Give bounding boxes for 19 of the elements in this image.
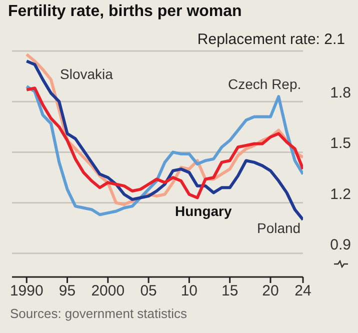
x-tick-label: 2000	[91, 282, 125, 300]
y-tick-label: 1.8	[330, 84, 351, 102]
x-tick-label: 20	[262, 282, 279, 300]
x-tick-label: 95	[58, 282, 76, 300]
x-tick-label: 15	[222, 282, 238, 300]
series-label: Slovakia	[60, 66, 113, 82]
source-note: Sources: government statistics	[10, 306, 188, 321]
y-tick-label: 0.9	[330, 236, 351, 254]
y-tick-label: 1.2	[330, 186, 351, 203]
chart-title: Fertility rate, births per woman	[8, 3, 242, 21]
y-tick-label: 1.5	[330, 135, 351, 152]
series-label: Czech Rep.	[228, 76, 302, 92]
x-tick-label: 10	[180, 282, 198, 300]
series-label: Hungary	[175, 203, 232, 219]
text: Replacement rate: 2.1	[197, 31, 345, 48]
x-tick-label: 05	[140, 282, 157, 300]
x-tick-label: 1990	[10, 282, 44, 300]
x-tick-label: 24	[294, 282, 312, 300]
series-label: Poland	[257, 220, 301, 236]
